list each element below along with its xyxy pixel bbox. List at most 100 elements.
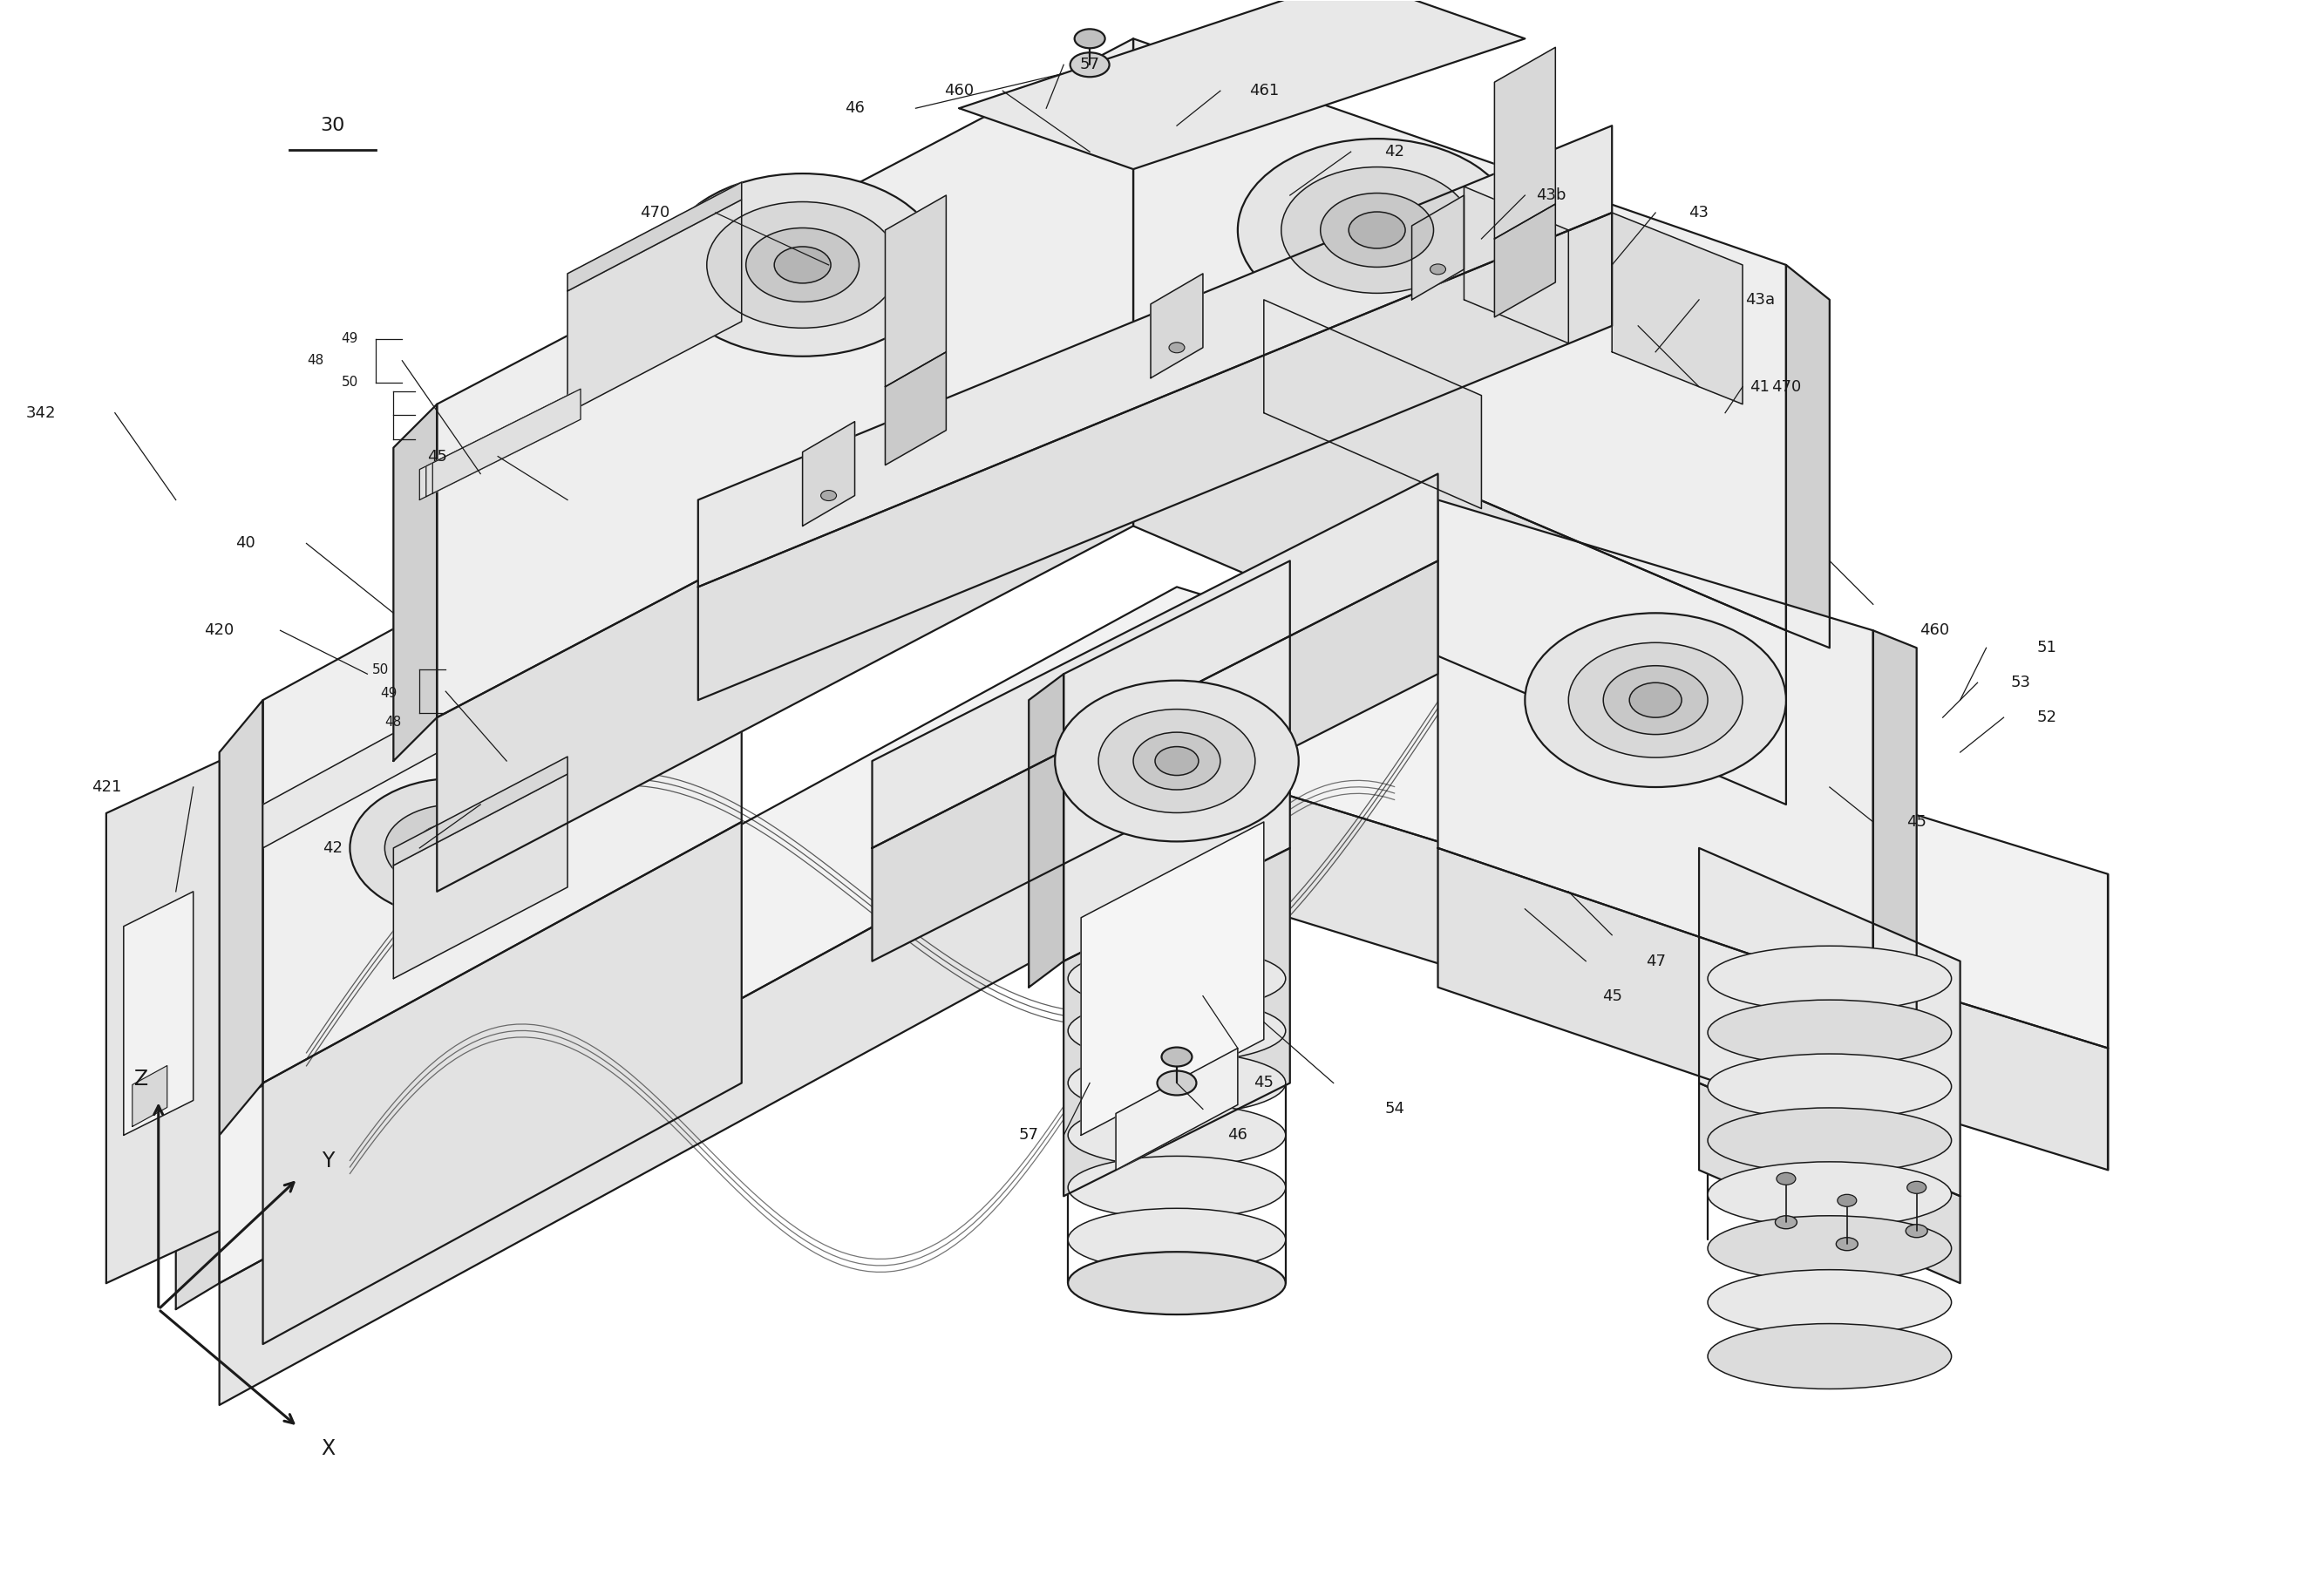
Ellipse shape <box>1069 947 1285 1011</box>
Text: 41: 41 <box>1750 378 1771 394</box>
Ellipse shape <box>1069 1252 1285 1314</box>
Polygon shape <box>1494 48 1555 238</box>
Polygon shape <box>218 586 2108 1284</box>
Polygon shape <box>1134 351 1787 804</box>
Polygon shape <box>1064 849 1290 1197</box>
Text: 45: 45 <box>1255 1076 1274 1092</box>
Text: 45: 45 <box>1906 814 1927 829</box>
Polygon shape <box>1613 213 1743 404</box>
Polygon shape <box>960 0 1525 168</box>
Polygon shape <box>1464 186 1569 343</box>
Polygon shape <box>177 1109 218 1309</box>
Ellipse shape <box>1708 1270 1952 1335</box>
Text: 53: 53 <box>2010 675 2031 691</box>
Polygon shape <box>1494 203 1555 318</box>
Ellipse shape <box>437 837 472 860</box>
Ellipse shape <box>1099 709 1255 814</box>
Text: 461: 461 <box>1248 83 1278 99</box>
Ellipse shape <box>1708 1054 1952 1119</box>
Ellipse shape <box>1281 167 1473 294</box>
Ellipse shape <box>1838 1195 1857 1206</box>
Text: 57: 57 <box>1081 57 1099 73</box>
Polygon shape <box>1699 1084 1959 1284</box>
Polygon shape <box>1081 822 1264 1135</box>
Text: 470: 470 <box>639 205 669 221</box>
Polygon shape <box>263 543 741 849</box>
Ellipse shape <box>1055 680 1299 842</box>
Text: Z: Z <box>135 1068 149 1088</box>
Ellipse shape <box>1348 211 1406 248</box>
Ellipse shape <box>1320 194 1434 267</box>
Polygon shape <box>1699 849 1959 1197</box>
Text: 420: 420 <box>205 623 235 639</box>
Text: 43a: 43a <box>1745 292 1776 308</box>
Ellipse shape <box>1134 733 1220 790</box>
Ellipse shape <box>1908 1181 1927 1193</box>
Text: 42: 42 <box>323 841 342 856</box>
Polygon shape <box>1411 195 1464 300</box>
Polygon shape <box>437 351 1134 891</box>
Text: 51: 51 <box>2038 640 2057 656</box>
Ellipse shape <box>1708 1108 1952 1173</box>
Polygon shape <box>1150 273 1204 378</box>
Ellipse shape <box>662 173 941 356</box>
Polygon shape <box>872 561 1439 961</box>
Text: 54: 54 <box>1385 1101 1404 1117</box>
Text: 470: 470 <box>1771 378 1801 394</box>
Text: 460: 460 <box>944 83 974 99</box>
Ellipse shape <box>1162 1047 1192 1066</box>
Text: 342: 342 <box>26 405 56 421</box>
Ellipse shape <box>1708 945 1952 1011</box>
Text: 46: 46 <box>1227 1127 1248 1142</box>
Text: 52: 52 <box>2038 710 2057 725</box>
Ellipse shape <box>1906 1225 1927 1238</box>
Ellipse shape <box>1604 666 1708 734</box>
Polygon shape <box>697 213 1613 701</box>
Text: 57: 57 <box>1018 1127 1039 1142</box>
Ellipse shape <box>746 227 860 302</box>
Polygon shape <box>1116 1049 1239 1170</box>
Polygon shape <box>567 200 741 413</box>
Polygon shape <box>263 822 741 1344</box>
Polygon shape <box>263 439 741 1084</box>
Polygon shape <box>107 761 218 1284</box>
Ellipse shape <box>1629 683 1683 718</box>
Text: 43: 43 <box>1690 205 1708 221</box>
Polygon shape <box>1030 674 1064 987</box>
Ellipse shape <box>1069 1208 1285 1271</box>
Ellipse shape <box>774 246 830 283</box>
Ellipse shape <box>1155 747 1199 775</box>
Ellipse shape <box>1525 613 1787 787</box>
Ellipse shape <box>1708 999 1952 1065</box>
Polygon shape <box>393 756 567 866</box>
Polygon shape <box>1439 501 1873 996</box>
Text: 49: 49 <box>381 686 397 699</box>
Polygon shape <box>218 701 263 1135</box>
Text: 48: 48 <box>307 354 323 367</box>
Polygon shape <box>872 474 1439 849</box>
Ellipse shape <box>1776 1216 1796 1228</box>
Ellipse shape <box>1429 264 1446 275</box>
Polygon shape <box>1064 561 1290 961</box>
Polygon shape <box>697 126 1613 586</box>
Ellipse shape <box>1157 1071 1197 1095</box>
Polygon shape <box>1264 300 1480 508</box>
Text: 43b: 43b <box>1536 188 1566 203</box>
Ellipse shape <box>386 804 523 891</box>
Ellipse shape <box>1069 1052 1285 1114</box>
Polygon shape <box>421 396 567 501</box>
Ellipse shape <box>1776 1173 1796 1185</box>
Ellipse shape <box>1836 1238 1857 1251</box>
Ellipse shape <box>820 491 837 501</box>
Polygon shape <box>132 1066 167 1127</box>
Text: 30: 30 <box>321 118 344 135</box>
Text: 50: 50 <box>372 663 388 677</box>
Text: 45: 45 <box>1601 988 1622 1004</box>
Ellipse shape <box>1708 1216 1952 1281</box>
Polygon shape <box>123 891 193 1135</box>
Ellipse shape <box>1069 999 1285 1061</box>
Ellipse shape <box>706 202 899 327</box>
Polygon shape <box>393 404 437 761</box>
Text: 48: 48 <box>386 715 402 728</box>
Ellipse shape <box>1074 29 1104 48</box>
